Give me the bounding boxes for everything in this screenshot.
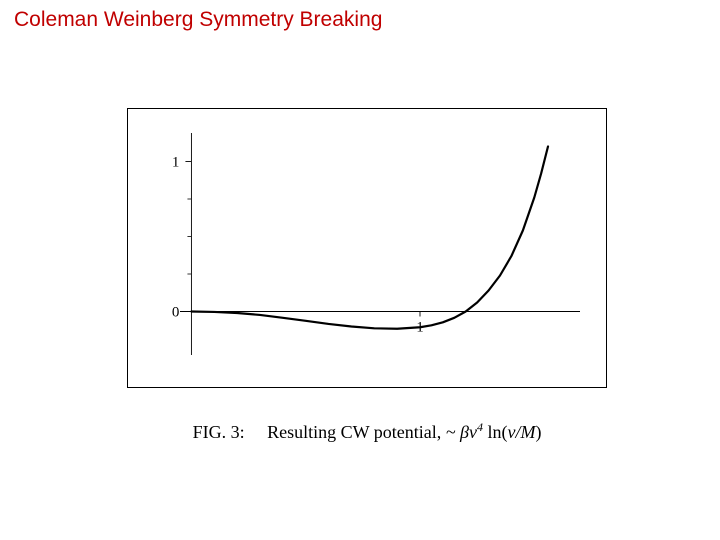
figure-panel: 011	[127, 108, 607, 388]
page-title: Coleman Weinberg Symmetry Breaking	[14, 8, 382, 32]
caption-prefix: FIG. 3:	[193, 422, 245, 442]
caption-text: Resulting CW potential,	[267, 422, 446, 442]
caption-formula: ~ βv4 ln(v/M)	[446, 422, 542, 442]
svg-text:1: 1	[172, 155, 180, 171]
figure-caption: FIG. 3: Resulting CW potential, ~ βv4 ln…	[127, 420, 607, 443]
svg-text:0: 0	[172, 305, 180, 321]
cw-potential-chart: 011	[128, 109, 608, 389]
